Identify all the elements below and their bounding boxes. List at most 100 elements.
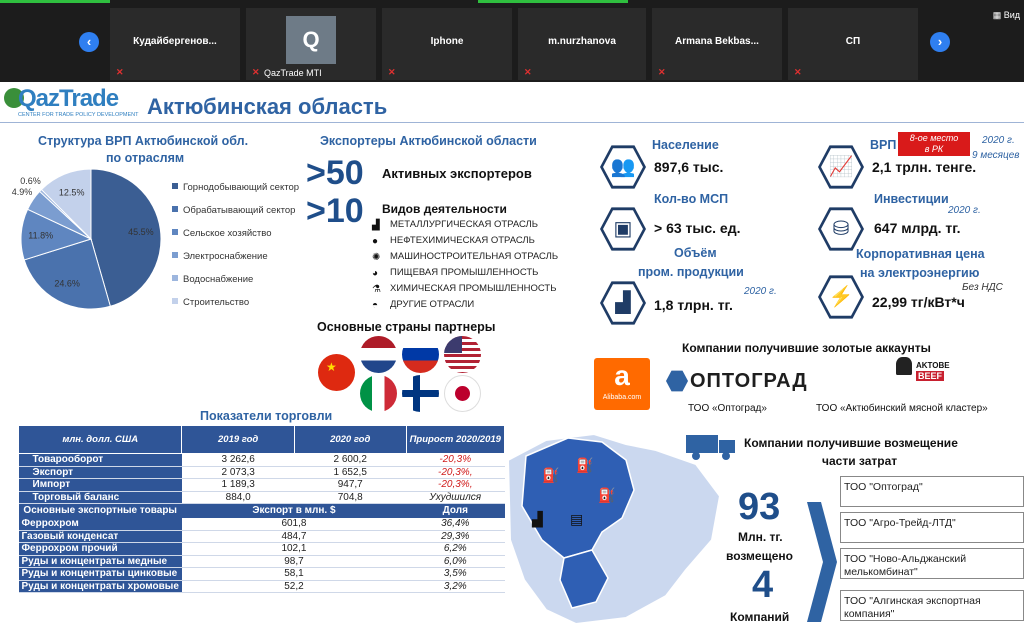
table-row: Торговый баланс 884,0 704,8 Ухудшился — [18, 491, 505, 504]
table-row: Газовый конденсат 484,7 29,3% — [18, 530, 505, 543]
participant-name: СП — [845, 36, 861, 47]
participant-name: Iphone — [430, 36, 464, 47]
pie-chart: 45.5% 24.6% 11.8% 4.9%0.6% 12.5% — [12, 168, 162, 310]
people-icon: 👥 — [603, 148, 643, 186]
shared-slide: QazTrade CENTER FOR TRADE POLICY DEVELOP… — [0, 82, 1024, 624]
grp-year: 2020 г. — [982, 135, 1015, 146]
map-region-south — [559, 549, 609, 609]
active-speaker-bar — [0, 0, 110, 3]
alibaba-logo: a Alibaba.com — [594, 358, 650, 410]
participant-tile[interactable]: Armana Bekbas... ✕ — [652, 8, 782, 80]
briefcase-icon: ▣ — [603, 210, 643, 248]
participant-tile[interactable]: m.nurzhanova ✕ — [518, 8, 646, 80]
investment-year: 2020 г. — [948, 205, 981, 216]
population-label: Население — [652, 138, 719, 152]
investment-label: Инвестиции — [874, 192, 949, 206]
divider — [0, 122, 1024, 123]
exporters-title: Экспортеры Актюбинской области — [320, 134, 537, 148]
optograd-caption: ТОО «Оптоград» — [688, 403, 767, 414]
participant-tile[interactable]: СП ✕ — [788, 8, 918, 80]
compensation-title: Компании получившие возмещение — [744, 436, 958, 450]
company-item: ТОО "Агро-Трейд-ЛТД" — [840, 512, 1024, 543]
finland-flag-icon — [402, 375, 439, 412]
msp-value: > 63 тыс. ед. — [654, 220, 741, 236]
factory-icon: ▟ — [531, 510, 543, 528]
pie-data-label: 0.6% — [20, 176, 41, 186]
beef-caption: ТОО «Актюбинский мясной кластер» — [816, 403, 988, 414]
coins-icon: ⛁ — [821, 210, 861, 248]
table-row: Феррохром прочий 102,1 6,2% — [18, 542, 505, 556]
prev-page-button[interactable]: ‹ — [79, 32, 99, 52]
legend-swatch — [172, 252, 178, 258]
grp-hex: 📈 — [818, 145, 864, 189]
electricity-value: 22,99 тг/кВт*ч — [872, 294, 965, 310]
legend-swatch — [172, 275, 178, 281]
factory-icon: ▟ — [603, 284, 643, 322]
exporters-count: >50 — [306, 154, 364, 192]
mic-muted-icon: ✕ — [794, 67, 802, 77]
company-item: ТОО "Алгинская экспортная компания" — [840, 590, 1024, 621]
bull-icon — [896, 357, 912, 375]
china-flag-icon: ★ — [318, 354, 355, 391]
truck-icon — [686, 435, 736, 461]
factory-icon: ▟ — [372, 220, 380, 231]
participant-tile[interactable]: Iphone ✕ — [382, 8, 512, 80]
worker-icon: ◓ — [372, 300, 379, 311]
industry-item: ⚗ ХИМИЧЕСКАЯ ПРОМЫШЛЕННОСТЬ — [372, 283, 557, 295]
table-row: Руды и концентраты хромовые 52,2 3,2% — [18, 580, 505, 593]
population-value: 897,6 тыс. — [654, 159, 724, 175]
avatar: Q — [286, 16, 336, 64]
view-menu[interactable]: ▦ Вид — [992, 10, 1020, 20]
mic-muted-icon: ✕ — [252, 67, 260, 77]
population-hex: 👥 — [600, 145, 646, 189]
beef-logo-line1: AKTOBE — [916, 361, 950, 370]
usa-flag-icon — [444, 336, 481, 373]
compensation-amount-label: возмещено — [726, 549, 793, 563]
electricity-note: Без НДС — [962, 282, 1003, 293]
next-page-button[interactable]: › — [930, 32, 950, 52]
gold-accounts-title: Компании получившие золотые аккаунты — [682, 341, 931, 355]
table-row: Импорт 1 189,3 947,7 -20,3%, — [18, 478, 505, 492]
pie-title-line2: по отраслям — [106, 151, 185, 165]
italy-flag-icon — [360, 375, 397, 412]
legend-swatch — [172, 183, 178, 189]
participant-name: Armana Bekbas... — [675, 36, 759, 47]
activities-count: >10 — [306, 192, 364, 230]
investment-value: 647 млрд. тг. — [874, 220, 961, 236]
participant-name: Кудайбергенов... — [133, 36, 217, 47]
compensation-count: 4 — [752, 564, 774, 606]
grp-value: 2,1 трлн. тенге. — [872, 159, 977, 175]
pie-data-label: 4.9% — [12, 187, 33, 197]
chevron-left-icon: ‹ — [86, 34, 92, 49]
oil-pump-icon: ⛽ — [576, 457, 593, 474]
pie-slice — [90, 168, 162, 307]
legend-item: Обрабатывающий сектор — [172, 205, 295, 216]
trade-table: млн. долл. США 2019 год 2020 год Прирост… — [17, 425, 506, 593]
production-label2: пром. продукции — [638, 265, 744, 279]
legend-label: Электроснабжение — [183, 251, 268, 262]
compensation-title2: части затрат — [822, 454, 898, 468]
table-row: Экспорт 2 073,3 1 652,5 -20,3%, — [18, 466, 505, 479]
participant-tile[interactable]: Q ✕ QazTrade MTI — [246, 8, 376, 80]
netherlands-flag-icon — [360, 336, 397, 373]
growth-chart-icon: 📈 — [821, 148, 861, 186]
optograd-logo-mark — [666, 370, 688, 392]
participant-tile[interactable]: Кудайбергенов... ✕ — [110, 8, 240, 80]
legend-label: Горнодобывающий сектор — [183, 182, 300, 193]
pie-data-label: 45.5% — [128, 227, 154, 237]
industry-item: ◕ ПИЩЕВАЯ ПРОМЫШЛЕННОСТЬ — [372, 267, 539, 279]
flask-icon: ⚗ — [372, 284, 381, 295]
legend-label: Сельское хозяйство — [183, 228, 272, 239]
exporters-count-label: Активных экспортеров — [382, 166, 532, 181]
compensation-count-label: Компаний — [730, 610, 790, 624]
grp-label: ВРП — [870, 138, 897, 152]
pie-data-label: 11.8% — [28, 231, 53, 241]
page-title: Актюбинская область — [147, 94, 388, 119]
logo-subtitle: CENTER FOR TRADE POLICY DEVELOPMENT — [18, 112, 139, 118]
trade-title: Показатели торговли — [200, 409, 333, 423]
industry-item: ✺ МАШИНОСТРОИТЕЛЬНАЯ ОТРАСЛЬ — [372, 251, 559, 263]
company-item: ТОО "Ново-Альджанский мелькомбинат" — [840, 548, 1024, 579]
compensation-amount-unit: Млн. тг. — [738, 530, 783, 544]
legend-swatch — [172, 206, 178, 212]
legend-label: Обрабатывающий сектор — [183, 205, 296, 216]
